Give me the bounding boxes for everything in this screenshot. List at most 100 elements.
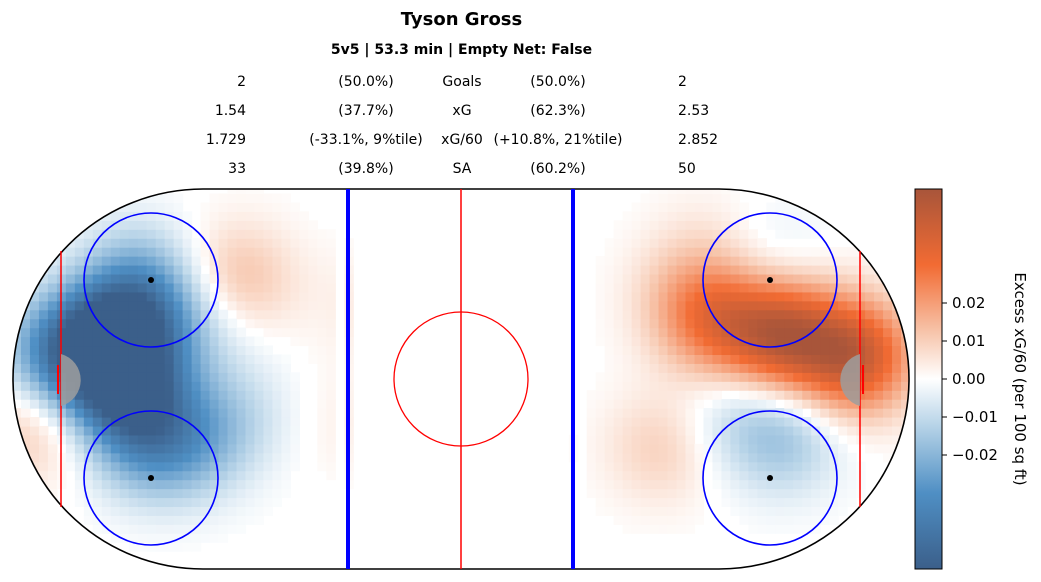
heatmap-cell bbox=[892, 273, 902, 284]
heatmap-cell bbox=[784, 256, 794, 266]
heatmap-cell bbox=[137, 452, 148, 463]
heatmap-cell bbox=[227, 452, 238, 463]
heatmap-cell bbox=[748, 515, 758, 525]
heatmap-cell bbox=[173, 533, 184, 543]
heatmap-cell bbox=[883, 345, 893, 356]
heatmap-cell bbox=[838, 363, 848, 373]
heatmap-cell bbox=[613, 282, 624, 293]
heatmap-cell bbox=[775, 220, 785, 230]
heatmap-cell bbox=[604, 506, 615, 516]
heatmap-cell bbox=[65, 291, 76, 302]
heatmap-cell bbox=[748, 318, 758, 329]
heatmap-cell bbox=[775, 372, 785, 382]
heatmap-cell bbox=[865, 399, 875, 409]
heatmap-cell bbox=[254, 265, 265, 275]
heatmap-cell bbox=[200, 381, 211, 391]
heatmap-cell bbox=[613, 399, 624, 409]
heatmap-cell bbox=[146, 282, 157, 293]
heatmap-cell bbox=[227, 408, 238, 418]
heatmap-cell bbox=[65, 309, 76, 320]
heatmap-cell bbox=[47, 238, 58, 248]
heatmap-cell bbox=[227, 291, 238, 302]
heatmap-cell bbox=[74, 193, 85, 204]
heatmap-cell bbox=[13, 408, 22, 418]
heatmap-cell bbox=[802, 452, 812, 463]
heatmap-cell bbox=[595, 488, 606, 499]
heatmap-cell bbox=[29, 479, 40, 490]
heatmap-cell bbox=[110, 327, 121, 338]
heatmap-cell bbox=[811, 345, 821, 356]
heatmap-cell bbox=[856, 363, 866, 373]
heatmap-cell bbox=[146, 229, 157, 239]
heatmap-cell bbox=[739, 265, 749, 275]
heatmap-cell bbox=[317, 238, 327, 248]
heatmap-cell bbox=[712, 300, 723, 311]
heatmap-cell bbox=[892, 256, 902, 266]
heatmap-cell bbox=[775, 354, 785, 364]
heatmap-cell bbox=[712, 381, 723, 391]
heatmap-cell bbox=[110, 434, 121, 445]
heatmap-cell bbox=[38, 336, 49, 347]
heatmap-cell bbox=[191, 542, 202, 552]
heatmap-cell bbox=[101, 300, 112, 311]
heatmap-cell bbox=[604, 256, 615, 266]
heatmap-cell bbox=[865, 417, 875, 427]
heatmap-cell bbox=[640, 256, 651, 266]
heatmap-cell bbox=[263, 497, 274, 508]
faceoff-dot-top-right bbox=[767, 277, 773, 283]
heatmap-cell bbox=[128, 189, 139, 195]
heatmap-cell bbox=[245, 381, 256, 391]
heatmap-cell bbox=[182, 327, 193, 338]
heatmap-cell bbox=[595, 265, 606, 275]
heatmap-cell bbox=[47, 229, 58, 239]
heatmap-cell bbox=[155, 193, 166, 204]
heatmap-cell bbox=[622, 434, 633, 445]
heatmap-cell bbox=[658, 470, 669, 481]
heatmap-cell bbox=[209, 479, 220, 490]
heatmap-cell bbox=[631, 417, 642, 427]
heatmap-cell bbox=[658, 425, 669, 436]
heatmap-cell bbox=[901, 381, 909, 391]
heatmap-cell bbox=[649, 461, 660, 472]
heatmap-cell bbox=[748, 381, 758, 391]
heatmap-cell bbox=[119, 354, 130, 364]
heatmap-cell bbox=[245, 506, 256, 516]
heatmap-cell bbox=[775, 282, 785, 293]
heatmap-cell bbox=[694, 399, 705, 409]
heatmap-cell bbox=[191, 470, 202, 481]
heatmap-cell bbox=[739, 247, 749, 257]
heatmap-cell bbox=[757, 327, 767, 338]
heatmap-cell bbox=[685, 470, 696, 481]
heatmap-cell bbox=[784, 265, 794, 275]
heatmap-cell bbox=[604, 363, 615, 373]
heatmap-cell bbox=[901, 372, 909, 382]
heatmap-cell bbox=[712, 354, 723, 364]
heatmap-cell bbox=[155, 211, 166, 221]
heatmap-cell bbox=[685, 488, 696, 499]
heatmap-cell bbox=[227, 381, 238, 391]
heatmap-cell bbox=[883, 273, 893, 284]
heatmap-cell bbox=[92, 318, 103, 329]
heatmap-cell bbox=[200, 533, 211, 543]
heatmap-cell bbox=[254, 443, 265, 454]
heatmap-cell bbox=[757, 417, 767, 427]
heatmap-cell bbox=[200, 229, 211, 239]
heatmap-cell bbox=[173, 488, 184, 499]
heatmap-cell bbox=[847, 256, 857, 266]
heatmap-cell bbox=[757, 381, 767, 391]
heatmap-cell bbox=[721, 202, 731, 212]
heatmap-cell bbox=[92, 381, 103, 391]
heatmap-cell bbox=[92, 291, 103, 302]
heatmap-cell bbox=[74, 265, 85, 275]
heatmap-cell bbox=[649, 265, 660, 275]
heatmap-cell bbox=[847, 479, 857, 490]
stat-goals-right-pct: (50.0%) bbox=[530, 74, 586, 90]
heatmap-cell bbox=[164, 515, 175, 525]
heatmap-cell bbox=[829, 470, 839, 481]
heatmap-cell bbox=[775, 470, 785, 481]
heatmap-cell bbox=[820, 318, 830, 329]
heatmap-cell bbox=[137, 425, 148, 436]
stat-goals-left-value: 2 bbox=[237, 74, 246, 90]
heatmap-cell bbox=[712, 211, 723, 221]
heatmap-cell bbox=[811, 354, 821, 364]
